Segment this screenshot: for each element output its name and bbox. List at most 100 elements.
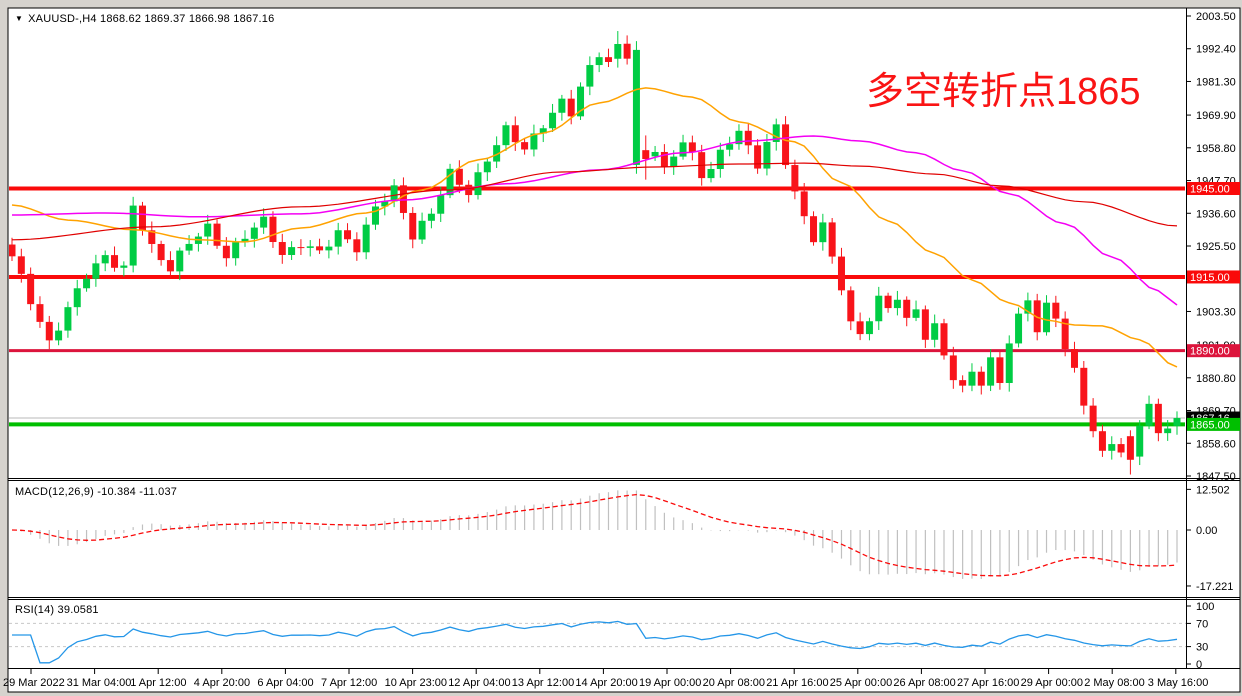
time-axis-label: 27 Apr 16:00 — [957, 677, 1019, 689]
time-axis-label: 21 Apr 16:00 — [766, 677, 828, 689]
candle-body — [679, 142, 687, 157]
time-axis-label: 29 Mar 2022 — [3, 677, 65, 689]
ma-fast-orange — [11, 87, 1178, 368]
candle-body — [614, 44, 622, 59]
candle-body — [465, 184, 473, 196]
rsi-indicator-label: RSI(14) 39.0581 — [15, 604, 99, 616]
time-axis-label: 20 Apr 08:00 — [703, 677, 765, 689]
candle-body — [222, 245, 230, 259]
candle-body — [623, 43, 631, 59]
candle-body — [1043, 302, 1051, 333]
macd-axis-label: 0.00 — [1196, 525, 1217, 537]
candle-body — [1145, 403, 1153, 426]
candle-body — [847, 290, 855, 322]
rsi-axis-label: 30 — [1196, 642, 1208, 654]
price-badge-1945.00[interactable]: 1945.00 — [1187, 182, 1240, 196]
candle-body — [1024, 300, 1032, 314]
symbol-ohlc-text: XAUUSD-,H4 1868.62 1869.37 1866.98 1867.… — [28, 13, 275, 25]
candle-body — [269, 216, 277, 243]
price-axis-label: 1847.50 — [1196, 471, 1236, 483]
candle-body — [371, 206, 379, 225]
candle-body — [810, 216, 818, 243]
price-badge-1890.00-text: 1890.00 — [1190, 346, 1230, 358]
candle-body — [213, 223, 221, 246]
candle-body — [1052, 302, 1060, 319]
price-badge-1865.00[interactable]: 1865.00 — [1187, 417, 1240, 432]
candle-body — [1136, 425, 1144, 457]
candle-body — [232, 242, 240, 259]
candle-body — [334, 230, 342, 247]
candle-body — [875, 295, 883, 322]
rsi-axis-label: 0 — [1196, 659, 1202, 671]
candle-body — [558, 98, 566, 113]
candle-body — [912, 309, 920, 318]
time-axis-label: 10 Apr 23:00 — [385, 677, 447, 689]
symbol-info-bar: ▼ XAUUSD-,H4 1868.62 1869.37 1866.98 1867… — [15, 13, 274, 25]
candle-body — [688, 142, 696, 153]
price-axis-label: 1981.30 — [1196, 76, 1236, 88]
candle-body — [567, 98, 575, 117]
candle-body — [483, 161, 491, 173]
candle-body — [996, 357, 1004, 383]
price-axis-label: 1969.90 — [1196, 110, 1236, 122]
time-axis-label: 7 Apr 12:00 — [321, 677, 377, 689]
candle-body — [521, 142, 529, 150]
time-axis-label: 4 Apr 20:00 — [194, 677, 250, 689]
candle-body — [921, 309, 929, 340]
candle-body — [586, 65, 594, 87]
candle-body — [111, 255, 119, 268]
time-axis-label: 1 Apr 12:00 — [130, 677, 186, 689]
candle-body — [148, 230, 156, 244]
price-badge-1945.00-text: 1945.00 — [1190, 184, 1230, 196]
candle-body — [64, 307, 72, 331]
price-badge-1890.00[interactable]: 1890.00 — [1187, 344, 1240, 358]
candle-body — [744, 130, 752, 146]
candle-body — [903, 299, 911, 318]
candle-body — [316, 246, 324, 251]
time-axis-label: 31 Mar 04:00 — [67, 677, 132, 689]
candle-body — [632, 49, 640, 165]
candle-body — [204, 223, 212, 237]
candle-body — [865, 321, 873, 335]
price-axis-label: 1925.50 — [1196, 241, 1236, 253]
price-axis-label: 1858.60 — [1196, 438, 1236, 450]
candle-body — [474, 172, 482, 196]
symbol-dropdown-icon[interactable]: ▼ — [15, 14, 24, 23]
candle-body — [73, 288, 81, 308]
price-axis-label: 1992.40 — [1196, 44, 1236, 56]
price-badge-1915.00[interactable]: 1915.00 — [1187, 270, 1240, 284]
time-axis-label: 2 May 08:00 — [1084, 677, 1145, 689]
candle-body — [502, 125, 510, 146]
price-badge-1890.00-bg — [1187, 344, 1240, 358]
candle-body — [1033, 300, 1041, 333]
candle-body — [800, 191, 808, 217]
price-badge-1915.00-bg — [1187, 270, 1240, 284]
candle-body — [968, 371, 976, 386]
candle-body — [353, 239, 361, 253]
candle-body — [138, 205, 146, 231]
candle-body — [1089, 405, 1097, 432]
candle-body — [9, 244, 16, 257]
candle-body — [772, 124, 780, 142]
time-axis[interactable]: 29 Mar 2022 31 Mar 04:001 Apr 12:00 4 Apr … — [3, 669, 1208, 689]
chart-text-annotation[interactable]: 多空转折点1865 — [866, 71, 1141, 113]
candle-body — [92, 263, 100, 279]
candle-body — [642, 150, 650, 160]
candle-body — [604, 57, 612, 62]
candle-body — [1154, 403, 1162, 434]
candles-layer — [9, 31, 1181, 475]
candle-body — [185, 243, 193, 251]
candle-body — [977, 371, 985, 386]
price-axis-label: 1958.80 — [1196, 143, 1236, 155]
candle-body — [987, 357, 995, 386]
candle-body — [241, 238, 249, 243]
candle-body — [297, 247, 305, 249]
candle-body — [1098, 431, 1106, 451]
ma-slow-darkred — [11, 162, 1178, 241]
main-plot-area — [9, 31, 1185, 475]
candle-body — [166, 260, 174, 272]
price-axis-label: 1903.30 — [1196, 306, 1236, 318]
candle-body — [250, 227, 258, 239]
candle-body — [1080, 367, 1088, 406]
